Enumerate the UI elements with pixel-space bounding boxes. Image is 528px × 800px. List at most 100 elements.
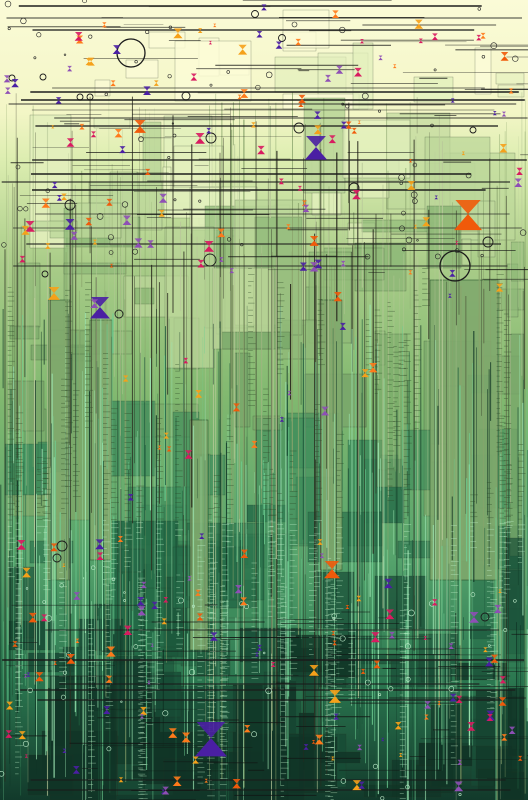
- triangle-bottom: [232, 783, 241, 789]
- triangle-top: [161, 789, 166, 792]
- hourglass-small: [234, 585, 243, 594]
- hourglass-small: [95, 539, 105, 550]
- small-circle: [291, 21, 298, 28]
- hourglass-small: [299, 262, 308, 271]
- hourglass-small: [360, 39, 364, 44]
- triangle-top: [103, 706, 111, 710]
- hourglass-small: [197, 259, 205, 268]
- panel: [162, 166, 172, 191]
- triangle-bottom: [123, 629, 133, 635]
- triangle-bottom: [166, 448, 172, 452]
- triangle-top: [114, 129, 122, 133]
- small-circle: [111, 577, 116, 581]
- hourglass-small: [45, 243, 51, 249]
- hourglass-small: [40, 614, 48, 622]
- triangle-bottom: [195, 393, 203, 398]
- triangle-bottom: [449, 697, 457, 702]
- hourglass-small: [35, 672, 44, 682]
- hourglass-small: [122, 215, 132, 226]
- triangle-top: [147, 240, 154, 244]
- triangle-top: [154, 80, 159, 83]
- small-circle: [121, 201, 129, 208]
- panel: [426, 205, 462, 269]
- triangle-top: [190, 73, 197, 77]
- triangle-bottom: [498, 591, 502, 594]
- triangle-top: [240, 89, 248, 94]
- hourglass-small: [373, 660, 381, 669]
- triangle-top: [389, 631, 395, 635]
- panel: [376, 333, 408, 488]
- triangle-top: [261, 4, 267, 8]
- triangle-top: [210, 632, 218, 637]
- triangle-top: [151, 601, 158, 606]
- small-circle: [172, 133, 177, 138]
- triangle-top: [113, 45, 121, 50]
- triangle-top: [4, 75, 11, 79]
- small-circle: [340, 778, 347, 784]
- triangle-bottom: [381, 739, 385, 742]
- small-circle: [104, 92, 109, 97]
- triangle-bottom: [157, 447, 162, 450]
- small-circle: [120, 700, 123, 703]
- triangle-top: [159, 193, 167, 198]
- triangle-top: [106, 198, 113, 203]
- triangle-top: [41, 614, 48, 618]
- hourglass-small: [192, 756, 199, 764]
- small-circle: [162, 710, 169, 717]
- triangle-top: [204, 241, 214, 246]
- triangle-bottom: [514, 182, 523, 187]
- hourglass-small: [449, 269, 456, 277]
- hourglass-small: [168, 728, 178, 738]
- hourglass-small: [383, 578, 393, 589]
- small-circle: [454, 248, 460, 253]
- hollow-circle: [469, 126, 477, 134]
- hourglass-small: [257, 145, 266, 155]
- triangle-top: [357, 120, 361, 123]
- triangle-bottom: [196, 616, 204, 621]
- triangle-top: [493, 111, 497, 113]
- triangle-top: [257, 145, 265, 150]
- triangle-bottom: [109, 265, 114, 268]
- triangle-top: [75, 31, 83, 37]
- hourglass-small: [317, 539, 323, 545]
- triangle-top: [198, 28, 203, 31]
- triangle-top: [329, 135, 336, 139]
- triangle-top: [173, 28, 183, 33]
- triangle-bottom: [66, 142, 75, 147]
- triangle-top: [140, 707, 147, 711]
- triangle-top: [486, 710, 495, 716]
- triangle-bottom: [508, 730, 516, 735]
- hourglass-small: [360, 668, 366, 674]
- small-circle: [106, 746, 112, 752]
- small-circle: [404, 643, 411, 650]
- triangle-top: [501, 111, 507, 114]
- hourglass-small: [181, 732, 191, 743]
- hollow-circle: [114, 309, 124, 319]
- triangle-bottom: [360, 41, 364, 44]
- triangle-top: [51, 125, 55, 127]
- triangle-bottom: [358, 784, 365, 789]
- triangle-top: [331, 756, 335, 759]
- panel: [174, 40, 252, 102]
- triangle-top: [195, 390, 202, 394]
- hourglass-small: [237, 94, 242, 100]
- triangle-top: [158, 209, 165, 214]
- triangle-top: [166, 446, 172, 449]
- triangle-top: [92, 239, 97, 242]
- triangle-top: [85, 217, 92, 222]
- hourglass-small: [495, 283, 504, 292]
- small-circle: [244, 603, 250, 609]
- triangle-bottom: [217, 232, 226, 238]
- triangle-bottom: [309, 240, 319, 246]
- triangle-top: [118, 777, 124, 780]
- triangle-top: [467, 721, 475, 727]
- triangle-top: [456, 695, 463, 700]
- triangle-bottom: [345, 606, 350, 610]
- small-circle: [512, 55, 519, 62]
- triangle-top: [197, 259, 205, 264]
- triangle-bottom: [28, 617, 38, 623]
- triangle-top: [395, 721, 402, 726]
- panel: [461, 238, 472, 266]
- triangle-top: [496, 283, 503, 288]
- triangle-top: [182, 732, 191, 738]
